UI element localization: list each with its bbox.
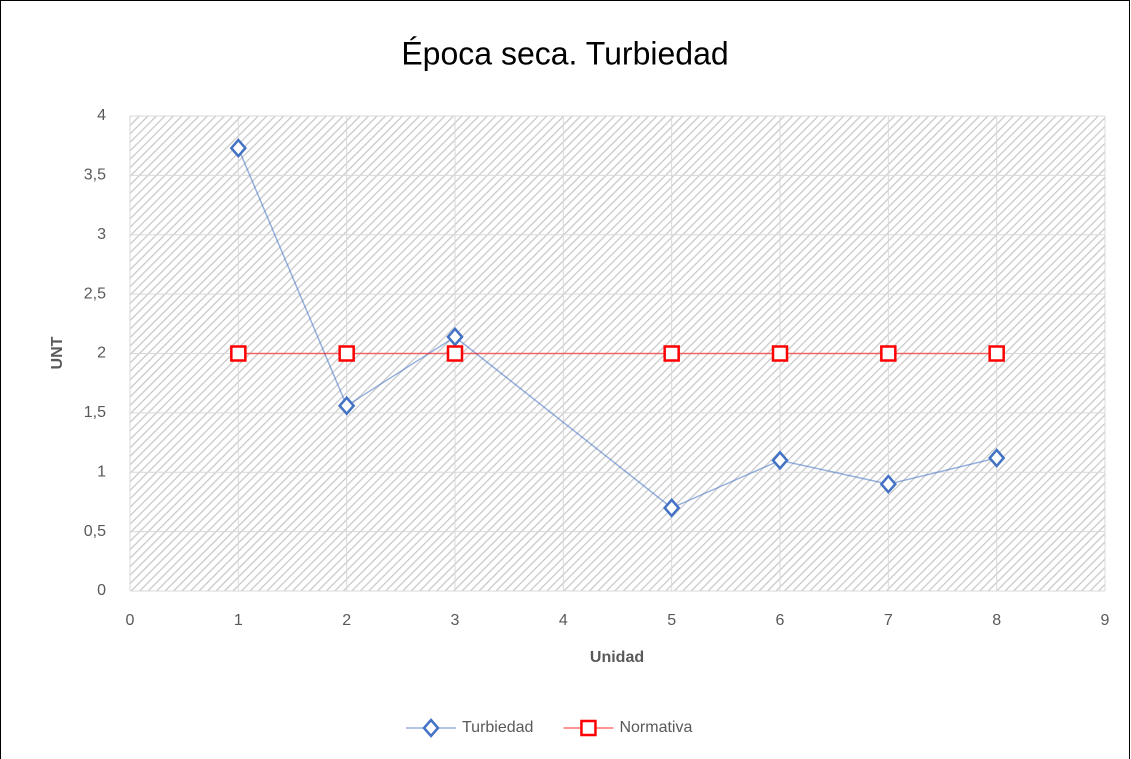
y-tick-label: 3,5 — [84, 167, 106, 184]
y-tick-label: 2,5 — [84, 285, 106, 302]
data-point — [338, 395, 356, 416]
legend-marker — [580, 719, 597, 737]
data-point — [988, 448, 1006, 468]
data-point — [879, 474, 897, 495]
x-tick-label: 1 — [234, 612, 243, 629]
data-point — [663, 497, 681, 518]
x-tick-label: 2 — [342, 612, 351, 629]
legend-label: Normativa — [619, 719, 692, 736]
legend-marker — [422, 718, 440, 738]
x-tick-label: 8 — [992, 612, 1001, 629]
y-tick-label: 1,5 — [84, 404, 106, 421]
y-axis-label: UNT — [49, 336, 66, 369]
y-tick-label: 4 — [97, 107, 106, 124]
data-point — [446, 326, 464, 347]
chart-title: Época seca. Turbiedad — [401, 35, 728, 71]
x-tick-label: 5 — [667, 612, 676, 629]
legend-label: Turbiedad — [462, 719, 533, 736]
y-tick-label: 0 — [97, 582, 106, 599]
data-point — [880, 345, 897, 362]
data-point — [229, 138, 247, 158]
x-tick-label: 0 — [126, 612, 135, 629]
x-axis-label: Unidad — [590, 649, 644, 666]
data-point — [771, 450, 789, 471]
y-tick-label: 0,5 — [84, 523, 106, 540]
y-tick-label: 3 — [97, 226, 106, 243]
x-tick-label: 4 — [559, 612, 568, 629]
data-point — [771, 345, 789, 362]
data-point — [988, 345, 1005, 362]
y-tick-label: 1 — [97, 463, 106, 480]
data-point — [338, 345, 355, 362]
x-tick-label: 6 — [776, 612, 785, 629]
x-tick-label: 9 — [1101, 612, 1110, 629]
data-point — [446, 345, 464, 362]
x-tick-label: 3 — [451, 612, 460, 629]
x-tick-label: 7 — [884, 612, 893, 629]
data-point — [230, 345, 247, 362]
data-point — [663, 345, 680, 362]
y-tick-label: 2 — [97, 345, 106, 362]
